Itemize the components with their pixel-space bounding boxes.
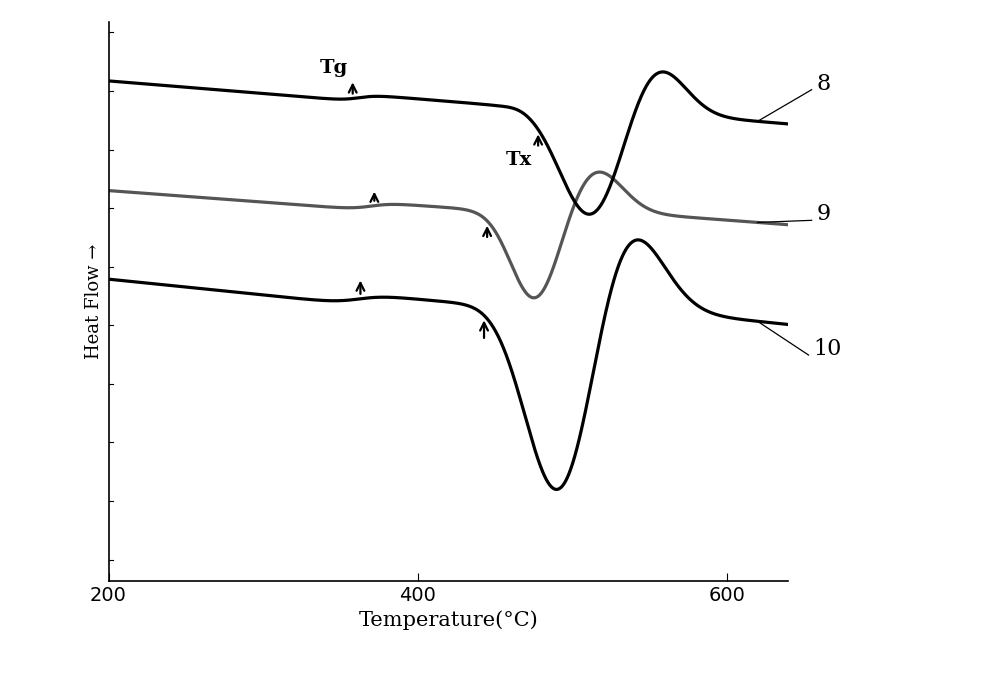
Text: 10: 10 [813, 338, 842, 360]
Text: 8: 8 [816, 73, 831, 95]
Text: Tg: Tg [320, 60, 348, 78]
Y-axis label: Heat Flow →: Heat Flow → [85, 244, 103, 359]
X-axis label: Temperature(°C): Temperature(°C) [359, 610, 538, 630]
Text: 9: 9 [816, 203, 830, 225]
Text: Tx: Tx [506, 150, 532, 169]
